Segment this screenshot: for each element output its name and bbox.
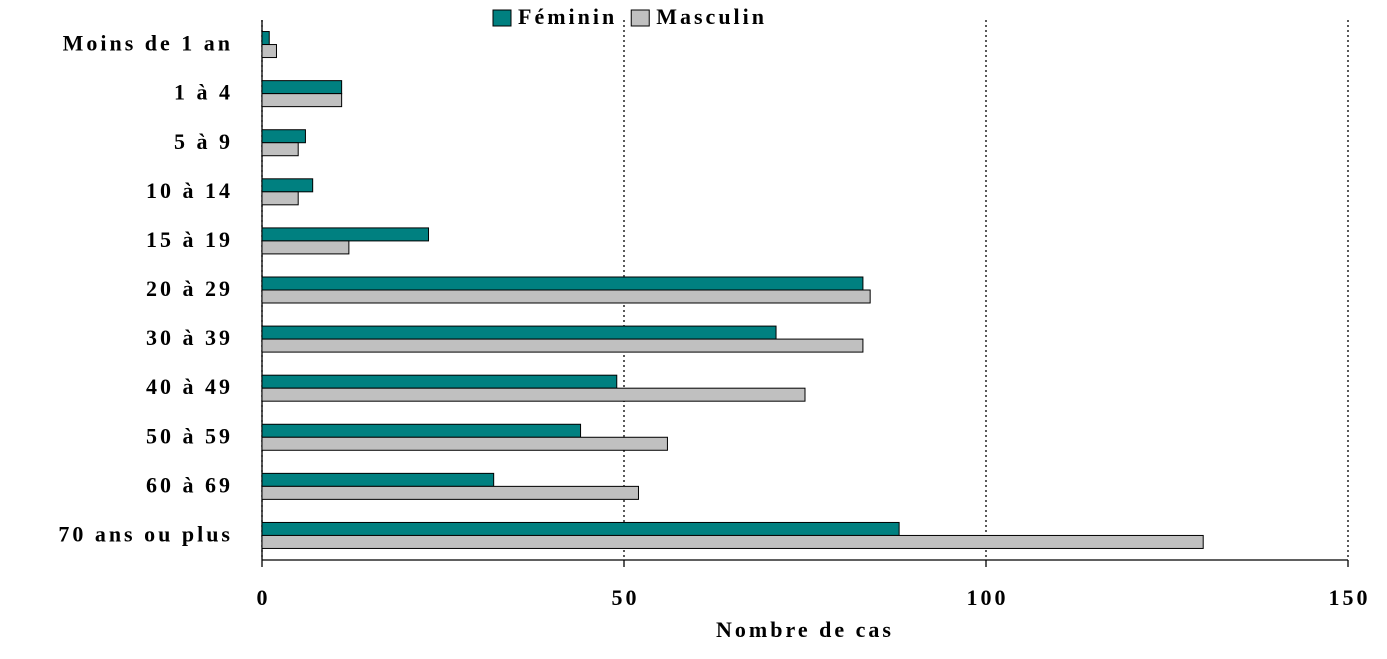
y-tick-label: 20 à 29 — [146, 276, 233, 301]
y-tick-label: 1 à 4 — [174, 80, 233, 105]
bar — [261, 142, 299, 157]
bar — [261, 129, 306, 144]
bar — [261, 387, 806, 402]
bar — [261, 521, 900, 536]
y-tick-label: 10 à 14 — [146, 178, 233, 203]
bar — [261, 93, 343, 108]
bar — [261, 227, 430, 242]
legend-swatch — [492, 9, 512, 27]
legend-label: Masculin — [656, 4, 767, 29]
bar — [261, 31, 270, 46]
y-tick-label: 40 à 49 — [146, 374, 233, 399]
bar — [261, 472, 495, 487]
bar — [261, 178, 314, 193]
legend-swatch — [630, 9, 650, 27]
bar — [261, 44, 277, 59]
x-tick-label: 0 — [257, 585, 271, 610]
y-tick-label: 50 à 59 — [146, 423, 233, 448]
y-tick-label: 15 à 19 — [146, 227, 233, 252]
bar — [261, 436, 668, 451]
legend-label: Féminin — [518, 4, 617, 29]
bar — [261, 485, 639, 500]
x-tick-label: 100 — [967, 585, 1009, 610]
x-tick-label: 50 — [612, 585, 640, 610]
y-tick-label: 70 ans ou plus — [58, 522, 233, 547]
x-tick-label: 150 — [1329, 585, 1371, 610]
bar — [261, 80, 343, 95]
bar — [261, 374, 618, 389]
bar — [261, 276, 864, 291]
bar — [261, 191, 299, 206]
y-tick-label: 60 à 69 — [146, 472, 233, 497]
bar — [261, 289, 871, 304]
bar — [261, 338, 864, 353]
x-axis-label: Nombre de cas — [716, 617, 894, 642]
y-tick-label: Moins de 1 an — [63, 31, 233, 56]
y-tick-label: 30 à 39 — [146, 325, 233, 350]
bar — [261, 534, 1204, 549]
y-tick-label: 5 à 9 — [174, 129, 233, 154]
bar — [261, 325, 777, 340]
bar — [261, 240, 350, 255]
bar — [261, 423, 582, 438]
